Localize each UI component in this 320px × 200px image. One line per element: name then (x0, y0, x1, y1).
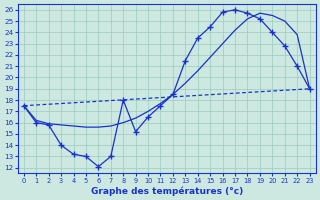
X-axis label: Graphe des températures (°c): Graphe des températures (°c) (91, 186, 243, 196)
